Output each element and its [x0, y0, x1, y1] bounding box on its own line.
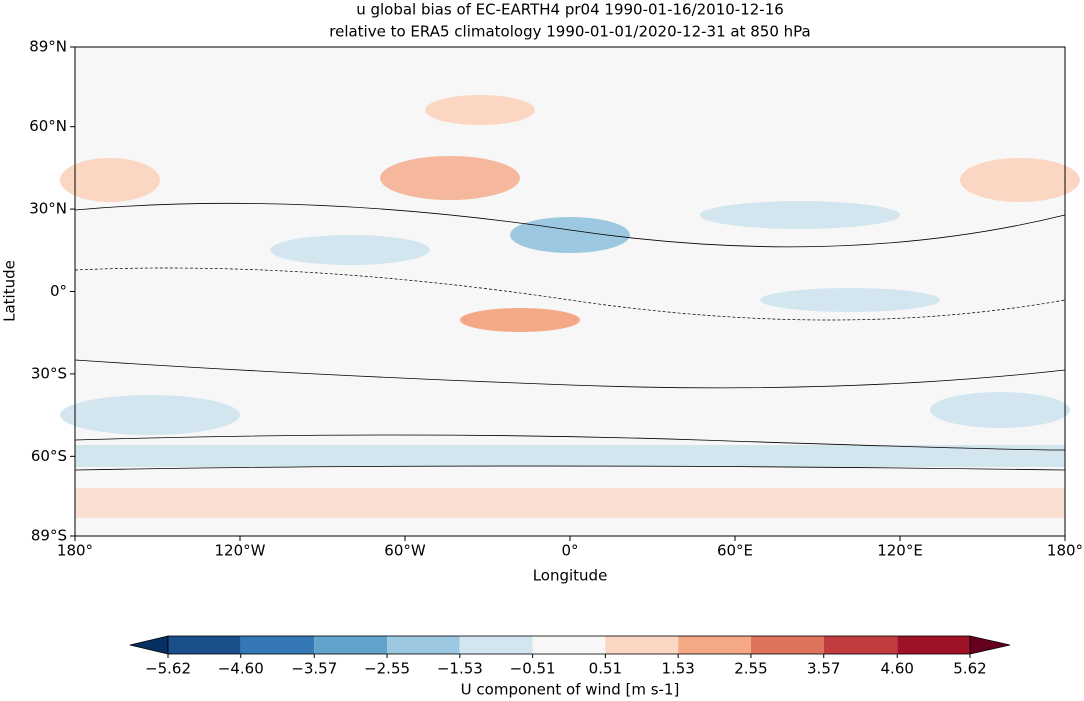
colorbar-label: U component of wind [m s-1] — [461, 681, 680, 699]
colorbar-swatch — [314, 636, 388, 654]
colorbar-swatch — [897, 636, 970, 654]
colorbar-swatch — [823, 636, 898, 654]
colorbar-swatch — [459, 636, 533, 654]
y-tick-label: 60°N — [29, 117, 67, 135]
colorbar-tick-label: −3.57 — [291, 660, 337, 678]
colorbar-tick-label: 3.57 — [807, 660, 840, 678]
colorbar-tick-label: 4.60 — [881, 660, 914, 678]
y-tick-label: 89°N — [29, 38, 67, 56]
colorbar-swatch — [387, 636, 460, 654]
x-tick-label: 60°E — [717, 542, 753, 560]
colorbar-tick-label: −0.51 — [510, 660, 556, 678]
colorbar-swatch — [240, 636, 315, 654]
colorbar-tick-label: 1.53 — [661, 660, 694, 678]
colorbar-tick-label: −1.53 — [437, 660, 483, 678]
y-axis-label: Latitude — [1, 260, 19, 322]
x-axis-label: Longitude — [533, 567, 608, 585]
colorbar-tick-label: 0.51 — [589, 660, 622, 678]
x-tick-label: 0° — [561, 542, 578, 560]
y-tick-label: 60°S — [31, 447, 67, 465]
x-tick-label: 180° — [57, 542, 93, 560]
colorbar-tick-label: −5.62 — [145, 660, 191, 678]
x-tick-label: 60°W — [384, 542, 426, 560]
y-tick-label: 0° — [50, 282, 67, 300]
y-tick-label: 89°S — [31, 527, 67, 545]
map-field — [60, 47, 1080, 536]
colorbar-extend-high — [969, 635, 1011, 655]
title-line: u global bias of EC-EARTH4 pr04 1990-01-… — [356, 1, 784, 19]
colorbar-tick-label: 5.62 — [953, 660, 986, 678]
colorbar-swatch — [750, 636, 824, 654]
x-tick-label: 120°E — [877, 542, 923, 560]
colorbar-extend-low — [129, 635, 169, 655]
colorbar-swatch — [532, 636, 606, 654]
y-tick-label: 30°S — [31, 364, 67, 382]
colorbar-tick-label: −2.55 — [364, 660, 410, 678]
x-tick-label: 180° — [1047, 542, 1083, 560]
colorbar-swatch — [168, 636, 241, 654]
y-tick-label: 30°N — [29, 200, 67, 218]
colorbar-swatch — [605, 636, 679, 654]
x-tick-label: 120°W — [215, 542, 266, 560]
colorbar-tick-label: −4.60 — [218, 660, 264, 678]
colorbar-tick-label: 2.55 — [734, 660, 767, 678]
colorbar-swatch — [678, 636, 751, 654]
title-line: relative to ERA5 climatology 1990-01-01/… — [329, 23, 810, 41]
colorbar-frame — [167, 635, 971, 655]
